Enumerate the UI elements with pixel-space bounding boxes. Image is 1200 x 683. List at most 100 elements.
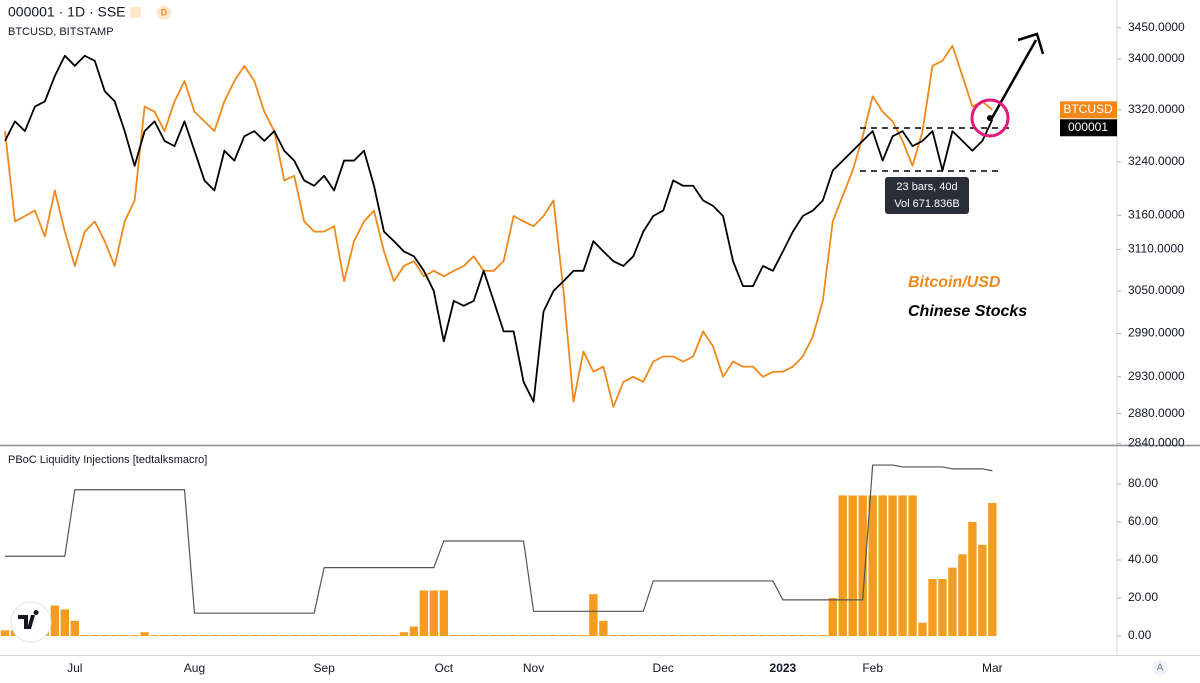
bar: [888, 495, 897, 637]
y-tick-label: 2990.0000: [1128, 326, 1185, 340]
bar: [768, 635, 778, 637]
bar: [309, 635, 319, 637]
bar: [439, 590, 448, 637]
bar: [419, 590, 429, 637]
bar: [349, 635, 359, 637]
bar: [0, 630, 10, 637]
bar: [449, 635, 458, 637]
bar: [399, 632, 409, 637]
bar: [529, 635, 538, 637]
series-line: [4, 44, 993, 408]
bar: [818, 635, 827, 637]
bar: [978, 544, 987, 637]
bar: [170, 635, 179, 637]
bar: [130, 635, 139, 637]
x-tick-label: 2023: [770, 661, 797, 675]
bar: [250, 635, 259, 637]
y-tick-label: 3050.0000: [1128, 283, 1185, 297]
bar: [589, 594, 598, 637]
bar: [579, 635, 588, 637]
bar: [599, 620, 608, 637]
bar: [150, 635, 159, 637]
y-tick-label: 80.00: [1128, 476, 1158, 490]
y-tick-label: 0.00: [1128, 628, 1152, 642]
bar: [808, 635, 818, 637]
series-line: [4, 54, 994, 403]
bar: [329, 635, 339, 637]
bar: [918, 622, 927, 637]
bar: [379, 635, 389, 637]
x-tick-label: Jul: [67, 661, 82, 675]
y-tick-label: 2930.0000: [1128, 369, 1185, 383]
main-pane: [4, 44, 994, 408]
bar: [409, 626, 419, 637]
bar: [499, 635, 508, 637]
bar: [200, 635, 209, 637]
bar: [389, 635, 399, 637]
badge-text: D: [161, 7, 168, 17]
bar: [120, 635, 129, 637]
bar: [728, 635, 738, 637]
y-tick-label: 3160.0000: [1128, 208, 1185, 222]
bar: [948, 567, 957, 637]
bar: [319, 635, 329, 637]
x-tick-label: Sep: [313, 661, 335, 675]
bar: [160, 635, 169, 637]
arrow-shaft: [990, 39, 1038, 119]
drawings: 23 bars, 40d Vol 671.836B: [860, 32, 1045, 214]
arrow-head: [1017, 32, 1045, 55]
price-tag-label: 000001: [1068, 120, 1108, 134]
bar: [758, 635, 768, 637]
x-tick-label: Mar: [982, 661, 1003, 675]
bar: [828, 598, 837, 637]
bar: [459, 635, 468, 637]
bar: [868, 495, 877, 637]
bar: [509, 635, 518, 637]
bar: [369, 635, 379, 637]
bar: [898, 495, 907, 637]
bar: [688, 635, 698, 637]
bar: [299, 635, 309, 637]
bar: [469, 635, 478, 637]
bar: [569, 635, 578, 637]
bar: [878, 495, 887, 637]
bar: [908, 495, 917, 637]
bar: [489, 635, 498, 637]
bar: [479, 635, 488, 637]
price-tag: [1060, 119, 1117, 137]
bar: [519, 635, 528, 637]
bar: [619, 635, 628, 637]
highlight-circle: [970, 98, 1010, 138]
symbol-icon: [130, 7, 141, 18]
bar: [290, 635, 299, 637]
y-tick-label: 20.00: [1128, 590, 1158, 604]
bar: [609, 635, 618, 637]
bar: [738, 635, 748, 637]
bar: [798, 635, 808, 637]
x-tick-label: Dec: [653, 661, 674, 675]
bar: [80, 635, 89, 637]
bar: [698, 635, 708, 637]
tooltip-text: Vol 671.836B: [894, 198, 959, 210]
indicator-title: PBoC Liquidity Injections [tedtalksmacro…: [8, 454, 207, 466]
bar: [938, 579, 947, 637]
tooltip-text: 23 bars, 40d: [896, 181, 957, 193]
y-tick-label: 3400.0000: [1128, 51, 1185, 65]
bar: [708, 635, 718, 637]
x-tick-label: Nov: [523, 661, 544, 675]
auto-scale-button[interactable]: [1152, 660, 1168, 676]
bar: [848, 495, 857, 637]
price-tag-label: BTCUSD: [1063, 102, 1113, 116]
auto-scale-label[interactable]: A: [1157, 663, 1164, 674]
badge: [157, 5, 171, 20]
bar: [629, 635, 638, 637]
price-tag: [1060, 101, 1117, 119]
bar: [559, 635, 568, 637]
bar: [359, 635, 369, 637]
y-tick-label: 40.00: [1128, 552, 1158, 566]
bar: [748, 635, 758, 637]
chart-subtitle: BTCUSD, BITSTAMP: [8, 26, 114, 38]
bar: [669, 635, 678, 637]
bar: [639, 635, 648, 637]
